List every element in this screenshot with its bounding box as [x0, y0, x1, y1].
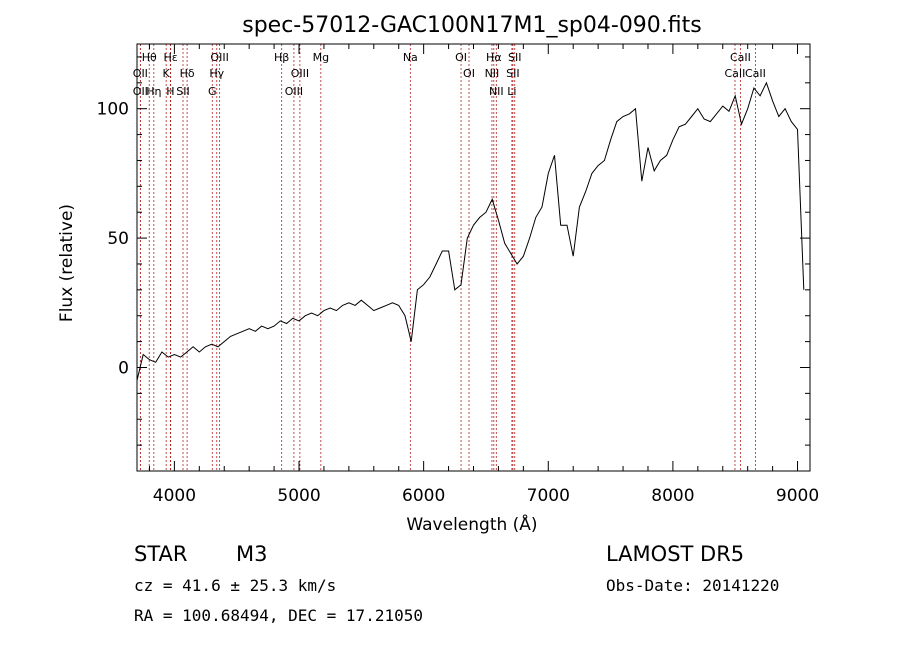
y-axis: 0 50 100 — [97, 56, 810, 472]
star-subclass: M3 — [236, 542, 267, 566]
line-marker-label: SII — [176, 85, 189, 98]
line-marker-label: OIII — [291, 67, 309, 80]
line-marker-label: G — [208, 85, 217, 98]
x-tick-label: 5000 — [277, 486, 320, 506]
chart-title: spec-57012-GAC100N17M1_sp04-090.fits — [242, 13, 702, 38]
y-tick-label: 0 — [118, 358, 129, 378]
line-marker-label: OI — [455, 51, 467, 64]
line-marker-label: Li — [507, 85, 516, 98]
y-tick-label: 100 — [97, 100, 129, 120]
line-marker-label: Mg — [313, 51, 329, 64]
line-marker-label: Na — [403, 51, 418, 64]
line-marker-label: Hη — [146, 85, 161, 98]
line-marker-label: Hα — [486, 51, 502, 64]
line-marker-label: K — [163, 67, 171, 80]
x-axis-label: Wavelength (Å) — [406, 513, 537, 535]
line-marker-label: OI — [463, 67, 475, 80]
redshift-cz: cz = 41.6 ± 25.3 km/s — [134, 576, 336, 595]
line-marker-label: CaII — [725, 67, 746, 80]
line-marker-label: CaII — [745, 67, 766, 80]
x-axis: 4000 5000 6000 7000 8000 9000 — [148, 44, 819, 506]
line-marker-label: Hθ — [142, 51, 157, 64]
x-tick-label: 8000 — [651, 486, 694, 506]
y-tick-label: 50 — [107, 229, 129, 249]
spectrum-series — [136, 81, 805, 381]
x-tick-label: 7000 — [527, 486, 570, 506]
line-marker-label: NII — [489, 85, 504, 98]
line-marker-label: SII — [508, 51, 521, 64]
y-axis-label: Flux (relative) — [57, 204, 77, 322]
x-tick-label: 4000 — [153, 486, 196, 506]
survey-name: LAMOST DR5 — [606, 542, 744, 566]
line-marker-label: OIII — [285, 85, 303, 98]
line-marker-label: Hε — [164, 51, 178, 64]
line-marker-label: H — [166, 85, 174, 98]
coordinates: RA = 100.68494, DEC = 17.21050 — [134, 606, 423, 625]
line-marker-label: Hγ — [209, 67, 224, 80]
line-marker-label: Hδ — [180, 67, 195, 80]
line-marker-label: NII — [485, 67, 500, 80]
line-marker-label: SII — [506, 67, 519, 80]
star-class: STAR — [134, 542, 187, 566]
obs-date: Obs-Date: 20141220 — [606, 576, 779, 595]
x-tick-label: 6000 — [402, 486, 445, 506]
x-tick-label: 9000 — [776, 486, 819, 506]
line-marker-label: CaII — [730, 51, 751, 64]
line-markers — [139, 44, 756, 471]
line-marker-label: Hβ — [274, 51, 289, 64]
line-marker-label: OII — [133, 67, 148, 80]
plot-frame — [136, 43, 811, 472]
line-marker-label: OIII — [210, 51, 228, 64]
